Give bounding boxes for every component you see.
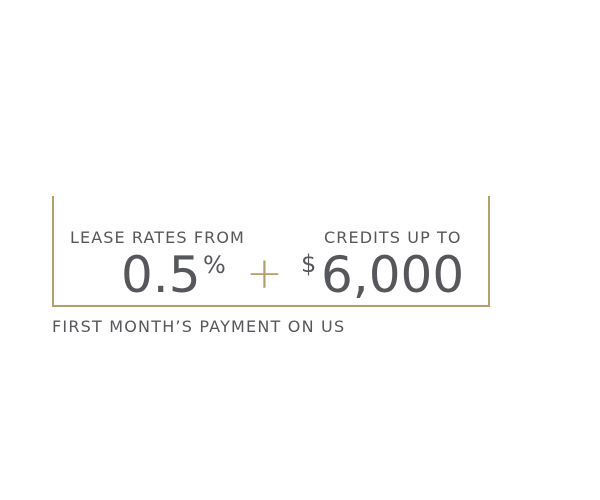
offer-frame bbox=[52, 196, 490, 307]
lease-rate-label: LEASE RATES FROM bbox=[70, 228, 245, 247]
currency-sign: $ bbox=[301, 250, 317, 278]
credits-label: CREDITS UP TO bbox=[324, 228, 462, 247]
lease-rate-value: 0.5 bbox=[121, 246, 201, 304]
percent-sign: % bbox=[203, 251, 226, 279]
offer-tagline: FIRST MONTH’S PAYMENT ON US bbox=[52, 317, 346, 336]
credit-amount: 6,000 bbox=[321, 246, 465, 304]
plus-icon: + bbox=[246, 248, 283, 299]
